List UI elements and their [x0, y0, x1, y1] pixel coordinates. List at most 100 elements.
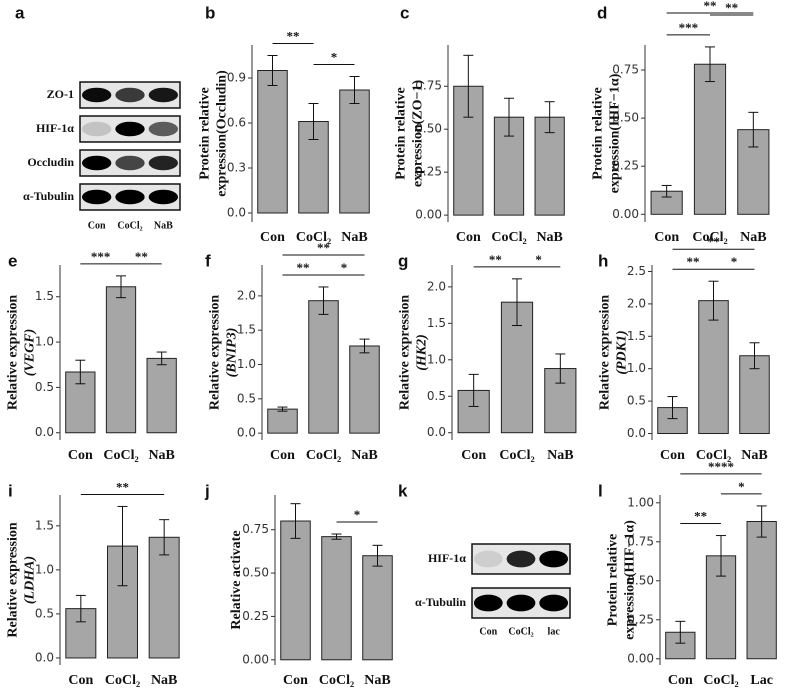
blot-band	[82, 155, 112, 171]
blot-band	[506, 594, 536, 612]
x-tick-label: NaB	[536, 230, 562, 245]
y-tick-label: 0.25	[242, 609, 269, 623]
blot-band	[115, 155, 145, 171]
blot-band	[539, 594, 569, 612]
y-tick-label: 0.9	[227, 71, 246, 85]
y-tick-label: 0.00	[612, 207, 639, 221]
blot-lane-label: CoCl₂	[117, 220, 142, 231]
bar	[349, 345, 380, 434]
x-tick-label: CoCl₂	[306, 448, 341, 463]
x-tick-label: Con	[260, 230, 285, 245]
y-tick-label: 0.00	[242, 652, 269, 666]
blot-row-label: α-Tubulin	[415, 595, 466, 609]
x-tick-label: CoCl₂	[692, 230, 727, 245]
y-axis-label-line: (PDK1)	[615, 330, 630, 374]
y-axis-label: Protein relative expression(Occludin)	[198, 70, 230, 197]
error-bar	[318, 286, 329, 315]
significance-label: **	[116, 479, 129, 494]
panel-letter: h	[598, 251, 608, 270]
panel-letter: e	[8, 251, 17, 270]
y-tick-label: 2.0	[427, 279, 446, 293]
y-tick-label: 0.50	[612, 111, 639, 125]
x-tick-label: Con	[283, 673, 308, 688]
y-tick-label: 0.5	[427, 389, 446, 403]
blot-band	[473, 550, 503, 568]
error-bar	[661, 184, 672, 198]
blot-row-label: α-Tubulin	[23, 189, 74, 203]
y-axis-label-line: expression(HIF−1α)	[608, 73, 623, 193]
y-axis-label-line: (BNIP3)	[225, 328, 240, 378]
blot-band	[473, 594, 503, 612]
y-tick-label: 0.0	[427, 425, 446, 439]
x-tick-label: CoCl₂	[491, 230, 526, 245]
error-bar	[117, 505, 128, 587]
blot-lane-label: lac	[548, 626, 561, 637]
error-bar	[159, 519, 170, 556]
panel-letter: k	[398, 481, 408, 500]
blot-band	[115, 121, 145, 137]
significance-label: *	[341, 260, 348, 275]
significance-label: ***	[679, 20, 699, 35]
x-tick-label: Con	[660, 448, 685, 463]
blot-band	[148, 189, 178, 205]
y-tick-label: 1.5	[627, 329, 646, 343]
y-axis-label: Relative expression (VEGF)	[6, 295, 38, 410]
x-tick-label: Lac	[750, 673, 773, 688]
x-tick-label: CoCl₂	[499, 448, 534, 463]
panel-letter: i	[8, 481, 13, 500]
x-tick-label: NaB	[351, 448, 377, 463]
x-tick-label: CoCl₂	[703, 673, 738, 688]
blot-row-label: ZO-1	[47, 87, 74, 101]
x-tick-label: Con	[270, 448, 295, 463]
y-axis-label-line: expression(HIF−1α)	[623, 520, 638, 640]
panel-letter: d	[597, 3, 607, 22]
y-tick-label: 0.0	[35, 425, 54, 439]
x-tick-label: Con	[68, 673, 93, 688]
y-tick-label: 1.00	[627, 495, 654, 509]
blot-row-label: HIF-1α	[428, 551, 466, 565]
y-tick-label: 1.5	[35, 518, 54, 532]
bar	[698, 300, 729, 435]
significance-label: *	[731, 254, 738, 269]
blot-band	[148, 121, 178, 137]
error-bar	[290, 503, 301, 539]
y-tick-label: 0.6	[227, 116, 246, 130]
y-tick-label: 0.50	[242, 566, 269, 580]
y-tick-label: 1.0	[427, 352, 446, 366]
bar	[148, 536, 180, 659]
blot-lane-label: Con	[88, 220, 106, 231]
error-bar	[463, 54, 474, 118]
y-tick-label: 0.5	[35, 606, 54, 620]
y-axis-label: Relative expression (PDK1)	[598, 295, 630, 410]
y-tick-label: 1.0	[627, 361, 646, 375]
significance-label: ***	[91, 249, 111, 264]
significance-label: *	[535, 252, 542, 267]
x-tick-label: Con	[461, 448, 486, 463]
error-bar	[267, 55, 278, 86]
y-axis-label: Protein relative expression(HIF−1α)	[606, 520, 638, 640]
significance-label: **	[704, 0, 717, 13]
x-tick-label: Con	[456, 230, 481, 245]
y-axis-label: Relative expression (BNIP3)	[208, 295, 240, 410]
y-axis-label-line: (LDHA)	[23, 556, 38, 604]
error-bar	[75, 359, 86, 385]
blot-lane-label: Con	[479, 626, 497, 637]
blot-band	[506, 550, 536, 568]
y-tick-label: 0.5	[237, 391, 256, 405]
error-bar	[667, 396, 678, 420]
significance-label: **	[317, 240, 330, 255]
significance-label: **	[287, 28, 300, 43]
blot-band	[539, 550, 569, 568]
error-bar	[756, 505, 767, 538]
x-tick-label: NaB	[364, 673, 390, 688]
error-bar	[504, 97, 514, 137]
y-tick-label: 0.75	[242, 522, 269, 536]
y-tick-label: 1.0	[35, 335, 54, 349]
blot-row-label: HIF-1α	[36, 121, 74, 135]
x-tick-label: NaB	[547, 448, 573, 463]
y-axis-label-line: Relative expression	[6, 295, 21, 410]
blot-lane-label: NaB	[154, 220, 173, 231]
bar	[280, 520, 311, 661]
error-bar	[156, 351, 167, 366]
y-tick-label: 0.5	[35, 380, 54, 394]
